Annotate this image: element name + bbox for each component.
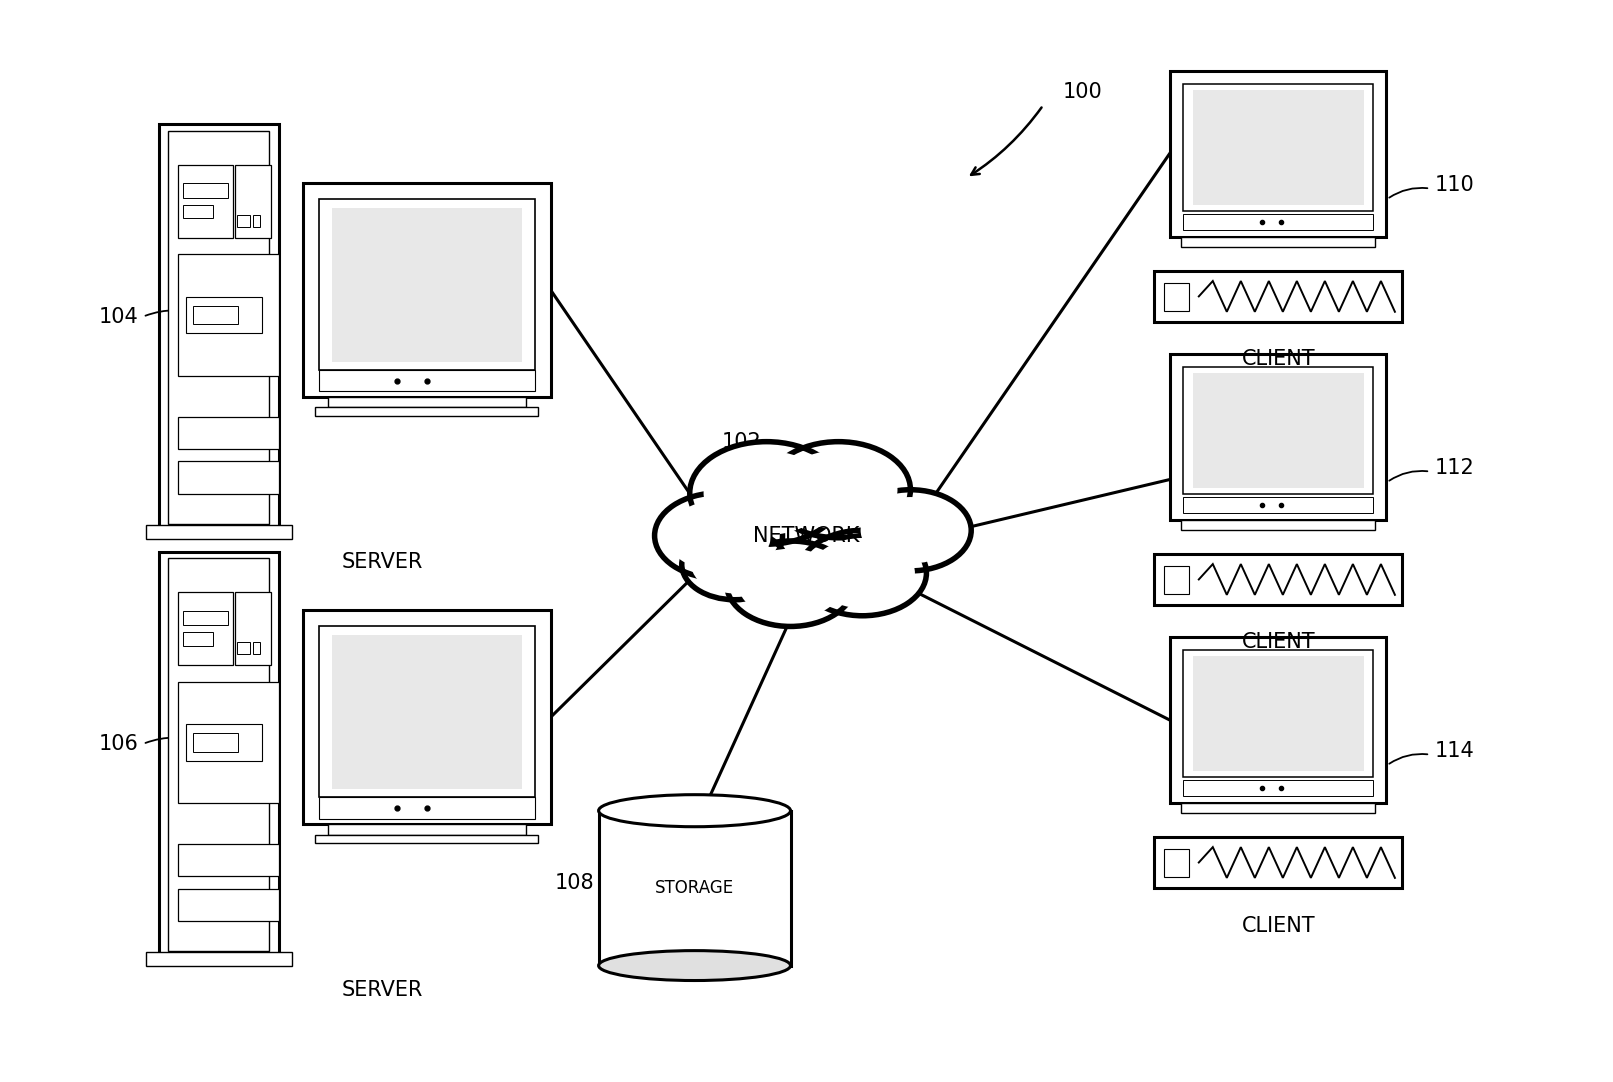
Bar — [1182, 498, 1373, 513]
Text: SERVER: SERVER — [342, 979, 424, 1000]
Bar — [158, 552, 279, 958]
Circle shape — [655, 493, 782, 579]
Text: NETWORK: NETWORK — [753, 526, 860, 545]
Ellipse shape — [598, 794, 790, 827]
Bar — [235, 166, 271, 238]
Circle shape — [692, 536, 777, 593]
Bar — [185, 296, 261, 333]
Bar — [147, 952, 292, 966]
Bar — [327, 824, 526, 834]
Circle shape — [766, 441, 910, 538]
Circle shape — [739, 549, 844, 619]
Text: CLIENT: CLIENT — [1242, 349, 1315, 369]
Text: SERVER: SERVER — [342, 553, 424, 572]
Bar — [319, 370, 534, 392]
Text: CLIENT: CLIENT — [1242, 633, 1315, 652]
Text: 112: 112 — [1436, 459, 1474, 478]
Bar — [1192, 90, 1363, 204]
Bar — [1181, 519, 1376, 530]
Text: 106: 106 — [98, 734, 139, 754]
Bar — [177, 461, 279, 493]
Circle shape — [798, 530, 926, 616]
Bar — [1171, 637, 1386, 803]
Bar — [1155, 270, 1402, 322]
Circle shape — [690, 441, 844, 544]
Bar — [1182, 214, 1373, 229]
Text: 104: 104 — [98, 306, 139, 327]
Text: CLIENT: CLIENT — [1242, 915, 1315, 936]
Bar — [237, 215, 250, 227]
Bar — [168, 558, 269, 951]
Bar — [303, 610, 550, 824]
Bar — [319, 626, 534, 797]
Bar — [1171, 354, 1386, 519]
Bar — [1181, 803, 1376, 814]
Bar — [184, 633, 213, 646]
Bar — [303, 183, 550, 397]
Circle shape — [810, 538, 915, 608]
Bar — [315, 408, 539, 417]
Bar — [177, 682, 279, 803]
Bar — [1181, 237, 1376, 248]
Text: 114: 114 — [1436, 741, 1474, 762]
Bar — [1155, 554, 1402, 605]
Text: 102: 102 — [723, 432, 761, 451]
Bar — [1171, 71, 1386, 237]
Bar — [194, 734, 239, 752]
Text: 108: 108 — [555, 873, 594, 893]
Bar — [598, 810, 790, 965]
Bar — [319, 797, 534, 819]
Bar — [177, 254, 279, 377]
Bar — [184, 183, 229, 198]
Circle shape — [861, 497, 960, 564]
Circle shape — [682, 529, 787, 599]
Text: 110: 110 — [1436, 175, 1474, 196]
Bar — [327, 397, 526, 408]
Bar — [184, 610, 229, 625]
Bar — [1165, 566, 1189, 594]
Circle shape — [726, 541, 855, 626]
Bar — [147, 525, 292, 539]
Bar — [1182, 650, 1373, 777]
Bar — [177, 417, 279, 449]
Bar — [177, 592, 234, 665]
Bar — [185, 724, 261, 761]
Text: 100: 100 — [1063, 82, 1102, 103]
Circle shape — [850, 490, 971, 571]
Bar — [184, 206, 213, 219]
Bar — [1192, 657, 1363, 770]
Circle shape — [666, 501, 771, 570]
Bar — [1165, 282, 1189, 311]
Bar — [253, 643, 260, 655]
Bar — [319, 199, 534, 370]
Bar — [237, 643, 250, 655]
Bar — [194, 306, 239, 325]
Text: STORAGE: STORAGE — [655, 880, 734, 897]
Bar — [253, 215, 260, 227]
Bar — [177, 166, 234, 238]
Bar — [332, 635, 523, 789]
Bar — [177, 888, 279, 921]
Bar — [332, 208, 523, 361]
Bar — [1182, 367, 1373, 494]
Bar — [1182, 780, 1373, 796]
Bar — [1155, 836, 1402, 888]
Bar — [235, 592, 271, 665]
Bar — [1192, 373, 1363, 488]
Bar — [1165, 848, 1189, 876]
Circle shape — [703, 451, 829, 535]
Bar — [177, 844, 279, 876]
Bar — [158, 124, 279, 530]
Bar — [315, 834, 539, 843]
Bar — [168, 131, 269, 524]
Circle shape — [779, 450, 897, 529]
Ellipse shape — [598, 951, 790, 980]
Bar — [1182, 83, 1373, 211]
